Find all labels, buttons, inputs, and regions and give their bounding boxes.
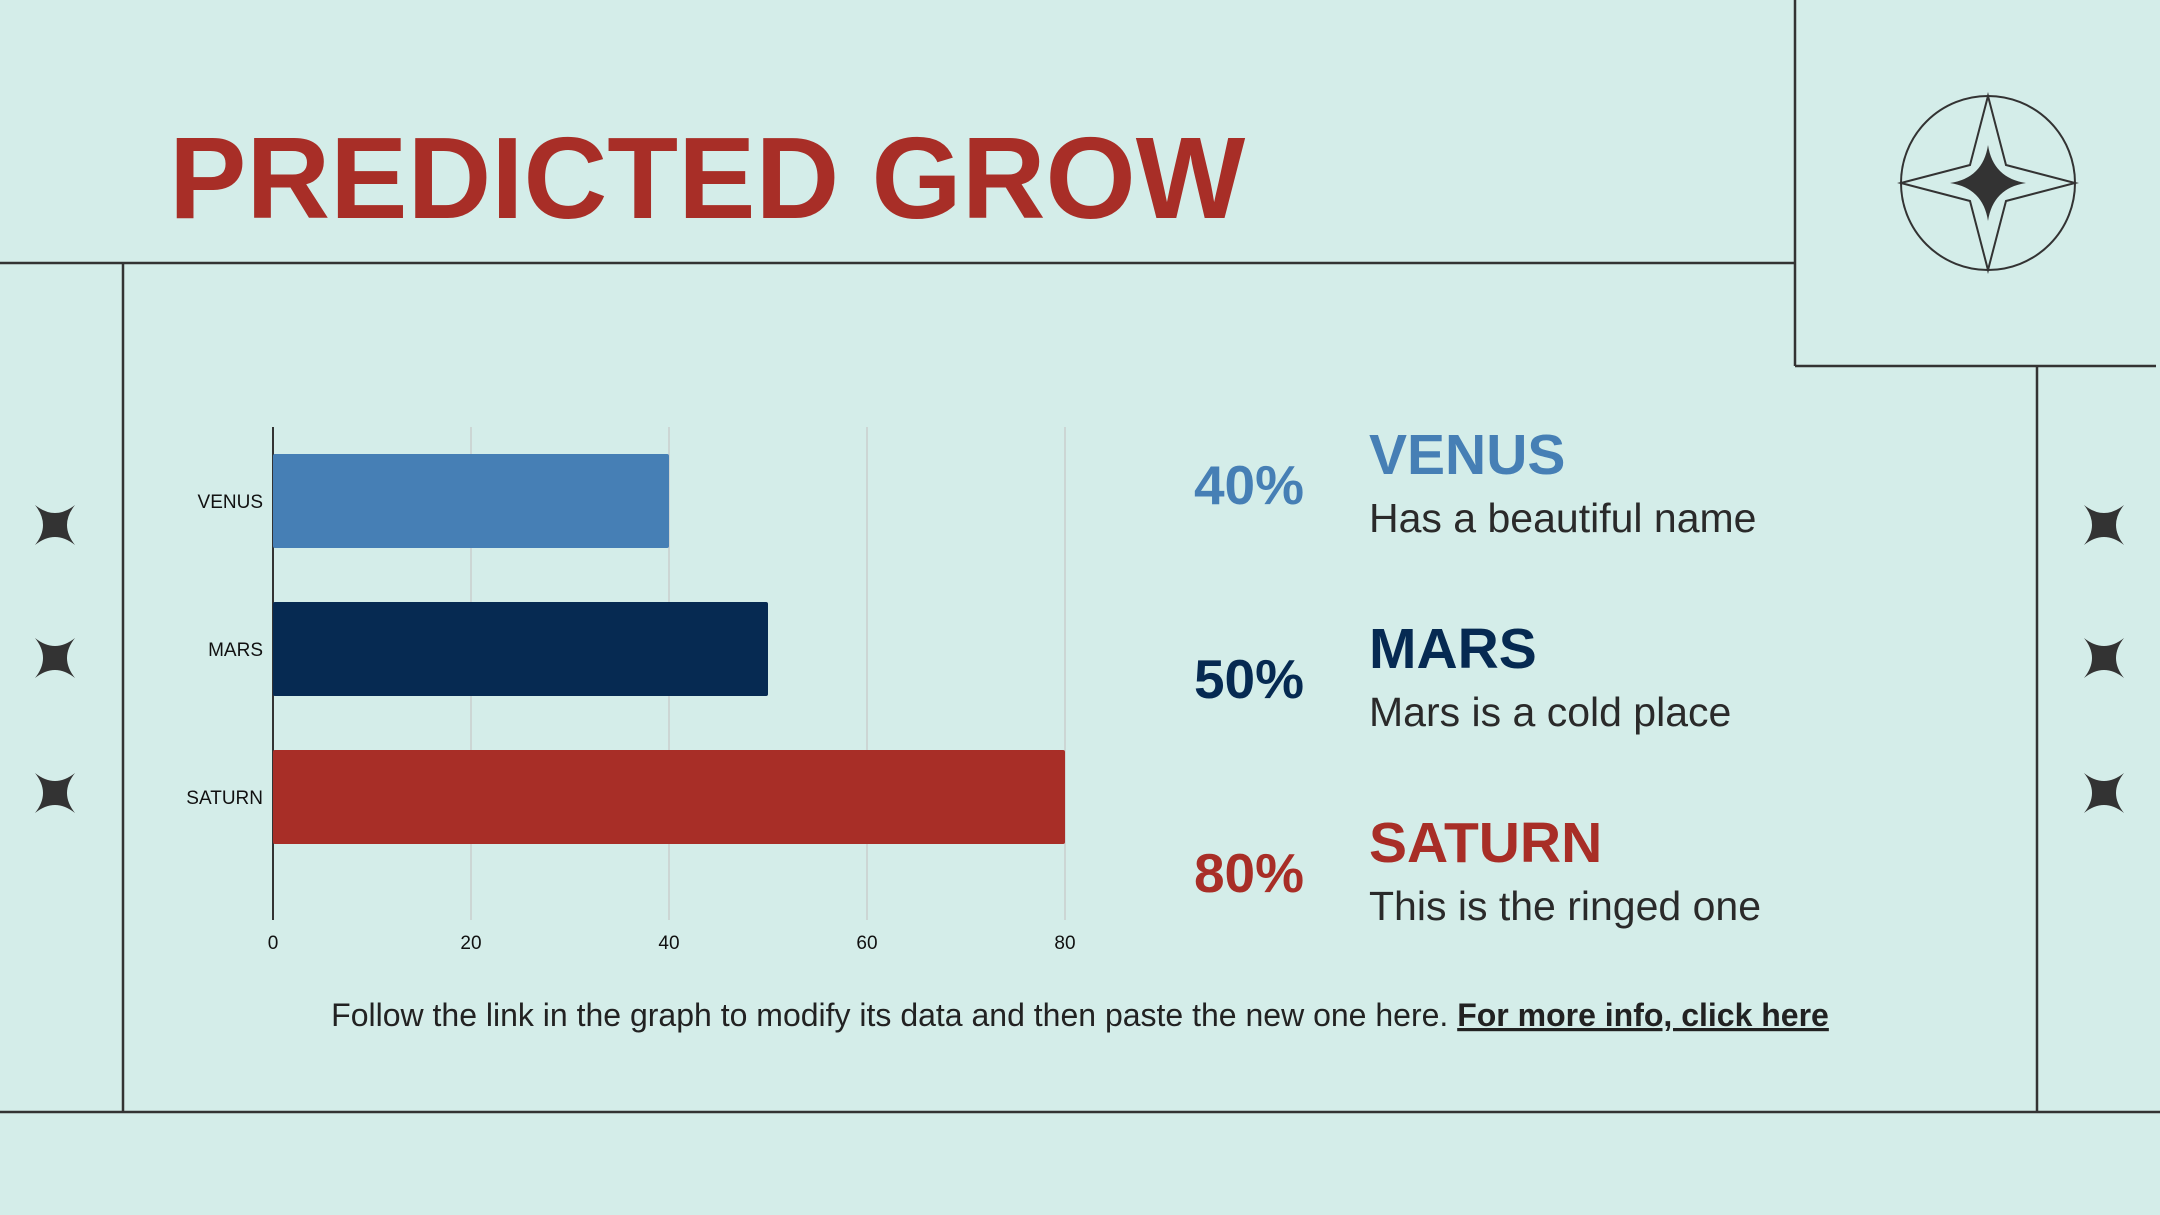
footer: Follow the link in the graph to modify i… <box>331 997 1829 1033</box>
y-tick-label: MARS <box>208 640 263 661</box>
planet-name: MARS <box>1369 617 1537 681</box>
x-tick-label: 40 <box>658 933 679 954</box>
y-tick-label: VENUS <box>198 492 263 513</box>
x-tick-label: 0 <box>268 933 279 954</box>
bar <box>273 602 768 696</box>
y-tick-label: SATURN <box>186 788 263 809</box>
planet-name: VENUS <box>1369 423 1565 487</box>
x-tick-label: 60 <box>856 933 877 954</box>
planet-description: Mars is a cold place <box>1369 689 1731 735</box>
decor-stars <box>35 505 2124 813</box>
planet-description: This is the ringed one <box>1369 883 1761 929</box>
planet-name: SATURN <box>1369 811 1602 875</box>
bar-chart: 0 20 40 60 80 VENUS MARS SATURN <box>186 427 1076 954</box>
footer-link[interactable]: For more info, click here <box>1457 997 1829 1033</box>
frame <box>0 0 2160 1114</box>
percent-label: 80% <box>1194 842 1304 904</box>
bar <box>273 454 669 548</box>
percent-label: 50% <box>1194 648 1304 710</box>
x-tick-label: 80 <box>1054 933 1075 954</box>
planet-description: Has a beautiful name <box>1369 495 1756 541</box>
slide-title: PREDICTED GROW <box>169 113 1246 243</box>
footer-text: Follow the link in the graph to modify i… <box>331 997 1448 1033</box>
legend-panel: 40% VENUS Has a beautiful name 50% MARS Mars … <box>1194 423 1761 929</box>
compass-icon <box>1897 92 2079 274</box>
x-tick-label: 20 <box>460 933 481 954</box>
percent-label: 40% <box>1194 454 1304 516</box>
bar <box>273 750 1065 844</box>
